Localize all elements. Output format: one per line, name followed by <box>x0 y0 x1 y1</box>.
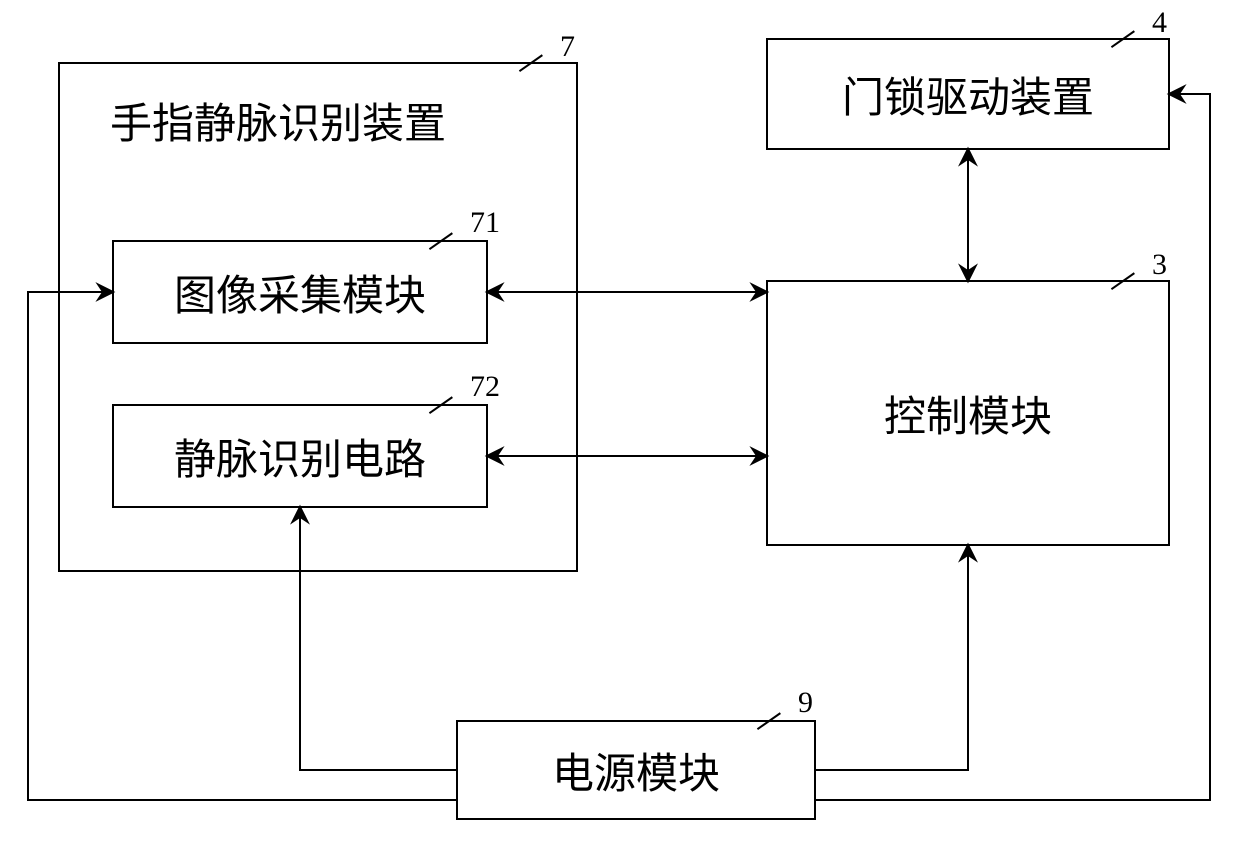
ref-tick-72 <box>430 384 460 414</box>
ref-label-3: 3 <box>1152 248 1167 282</box>
label-door-lock-drive: 门锁驱动装置 <box>842 64 1094 125</box>
label-finger-vein-device: 手指静脉识别装置 <box>110 90 446 151</box>
label-image-capture-module: 图像采集模块 <box>174 262 426 323</box>
ref-label-9: 9 <box>798 686 813 720</box>
box-vein-recognition-circuit: 静脉识别电路 <box>112 404 488 508</box>
label-power-module: 电源模块 <box>552 740 720 801</box>
box-control-module: 控制模块 <box>766 280 1170 546</box>
ref-tick-9 <box>758 700 788 730</box>
label-vein-recognition-circuit: 静脉识别电路 <box>174 426 426 487</box>
ref-tick-4 <box>1112 18 1142 48</box>
box-image-capture-module: 图像采集模块 <box>112 240 488 344</box>
label-control-module: 控制模块 <box>884 383 1052 444</box>
diagram-canvas: 手指静脉识别装置 图像采集模块 静脉识别电路 门锁驱动装置 控制模块 电源模块 … <box>0 0 1240 865</box>
ref-tick-7 <box>520 42 550 72</box>
ref-tick-71 <box>430 220 460 250</box>
ref-tick-3 <box>1112 260 1142 290</box>
box-power-module: 电源模块 <box>456 720 816 820</box>
ref-label-71: 71 <box>470 206 500 240</box>
box-door-lock-drive: 门锁驱动装置 <box>766 38 1170 150</box>
ref-label-7: 7 <box>560 30 575 64</box>
ref-label-72: 72 <box>470 370 500 404</box>
ref-label-4: 4 <box>1152 6 1167 40</box>
